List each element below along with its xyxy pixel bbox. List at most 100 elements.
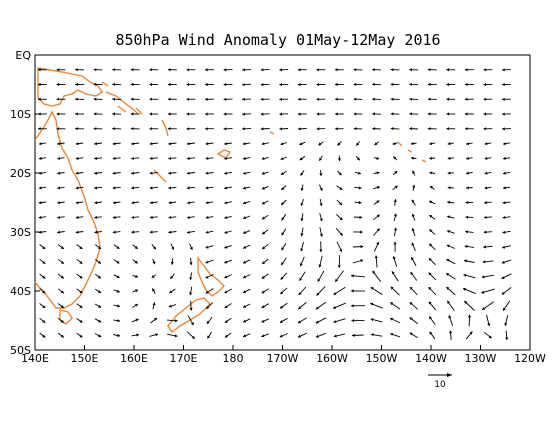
wind-vector-head — [260, 68, 264, 72]
wind-vector-head — [465, 215, 469, 219]
coastline-solomon-islands — [101, 81, 143, 115]
wind-vector-head — [429, 229, 433, 233]
wind-vector-head — [466, 171, 469, 175]
wind-vector-head — [446, 259, 450, 262]
wind-vector-head — [205, 97, 208, 101]
coastline-new-caledonia — [153, 169, 167, 183]
wind-vector-head — [299, 277, 303, 281]
wind-vector-head — [60, 275, 64, 279]
wind-vector-head — [464, 112, 468, 116]
wind-vector-head — [411, 156, 414, 160]
wind-vector-head — [376, 171, 380, 175]
wind-vector-head — [390, 127, 394, 131]
wind-vector-head — [94, 142, 97, 146]
wind-vector-head — [75, 97, 78, 101]
wind-vector-head — [134, 246, 138, 249]
wind-vector-head — [298, 306, 302, 310]
wind-vector-head — [353, 68, 357, 72]
wind-vector-head — [112, 230, 116, 234]
wind-vector-head — [261, 142, 265, 146]
wind-vector-head — [93, 112, 97, 116]
wind-vector-head — [112, 112, 115, 116]
wind-vector-head — [97, 246, 101, 249]
wind-vector-head — [376, 200, 380, 204]
wind-vector-head — [335, 127, 338, 131]
wind-vector-head — [279, 97, 282, 101]
wind-vector-head — [168, 171, 172, 175]
wind-vector-head — [467, 314, 472, 318]
wind-vector-head — [186, 82, 190, 87]
wind-vector-head — [409, 112, 412, 116]
x-tick-label: 170W — [267, 352, 299, 365]
wind-vector-head — [503, 307, 506, 311]
wind-vector-head — [79, 305, 83, 308]
reference-vector: 10 — [428, 373, 452, 390]
wind-vector-head — [75, 142, 79, 146]
wind-vector-head — [38, 68, 41, 72]
wind-vector-head — [38, 171, 42, 175]
x-tick-label: 180 — [223, 352, 244, 365]
wind-vector-head — [280, 305, 284, 309]
wind-vector-head — [131, 156, 134, 160]
wind-vector-head — [38, 230, 42, 234]
wind-vector-head — [42, 246, 46, 249]
wind-vector-head — [427, 82, 431, 87]
wind-vector-head — [427, 97, 431, 101]
wind-vector-head — [205, 156, 209, 160]
wind-vector-head — [466, 156, 469, 160]
wind-vector-head — [167, 112, 171, 116]
wind-vector-head — [429, 243, 433, 247]
wind-vector-head — [223, 112, 227, 116]
wind-vector-head — [391, 271, 395, 275]
coastline-australia — [34, 110, 101, 309]
coastline-new-zealand-south — [167, 297, 211, 334]
coastline-vanuatu — [161, 119, 169, 137]
wind-vector-head — [337, 265, 341, 268]
wind-vector-head — [243, 275, 247, 279]
wind-vector-head — [502, 245, 505, 249]
wind-vector-head — [319, 203, 323, 207]
wind-vector-head — [224, 290, 228, 294]
wind-vector-head — [483, 68, 487, 72]
wind-vector-head — [112, 156, 116, 160]
wind-vector-head — [487, 323, 491, 327]
wind-vector-head — [98, 319, 102, 323]
wind-vector-head — [168, 186, 172, 190]
wind-vector-head — [79, 319, 83, 323]
wind-vector-head — [116, 246, 120, 249]
wind-vector-head — [429, 316, 433, 320]
wind-vector-head — [411, 242, 415, 246]
wind-vector-head — [117, 304, 120, 308]
wind-vector-head — [186, 112, 190, 116]
wind-vector-head — [75, 68, 78, 72]
wind-vector-head — [335, 278, 339, 282]
wind-vector-head — [333, 292, 337, 295]
wind-vector-head — [57, 201, 61, 205]
coastline-new-guinea — [37, 67, 103, 107]
wind-vector-head — [483, 230, 487, 234]
wind-vector-head — [131, 230, 135, 234]
wind-vector-head — [339, 202, 342, 206]
wind-vector-head — [112, 97, 115, 101]
wind-vector-head — [483, 245, 486, 249]
wind-vector-head — [390, 97, 394, 101]
wind-vector-head — [337, 158, 341, 161]
wind-vector-head — [186, 171, 190, 175]
wind-vector-head — [481, 290, 485, 294]
wind-vector-head — [351, 289, 354, 293]
wind-vector-head — [149, 156, 153, 160]
wind-vector-head — [358, 186, 362, 190]
wind-vector-head — [97, 260, 101, 264]
wind-vector-head — [279, 112, 282, 116]
wind-vector-head — [135, 304, 138, 307]
wind-vector-head — [224, 305, 228, 308]
wind-vector-head — [223, 68, 227, 72]
wind-vector-head — [75, 156, 79, 160]
wind-vector-head — [446, 68, 449, 72]
wind-vector-head — [300, 218, 304, 222]
wind-vector-head — [60, 260, 64, 264]
wind-vector-head — [501, 260, 505, 264]
wind-vector-head — [464, 68, 468, 72]
wind-vector-head — [300, 248, 304, 252]
wind-vector-head — [335, 82, 338, 87]
